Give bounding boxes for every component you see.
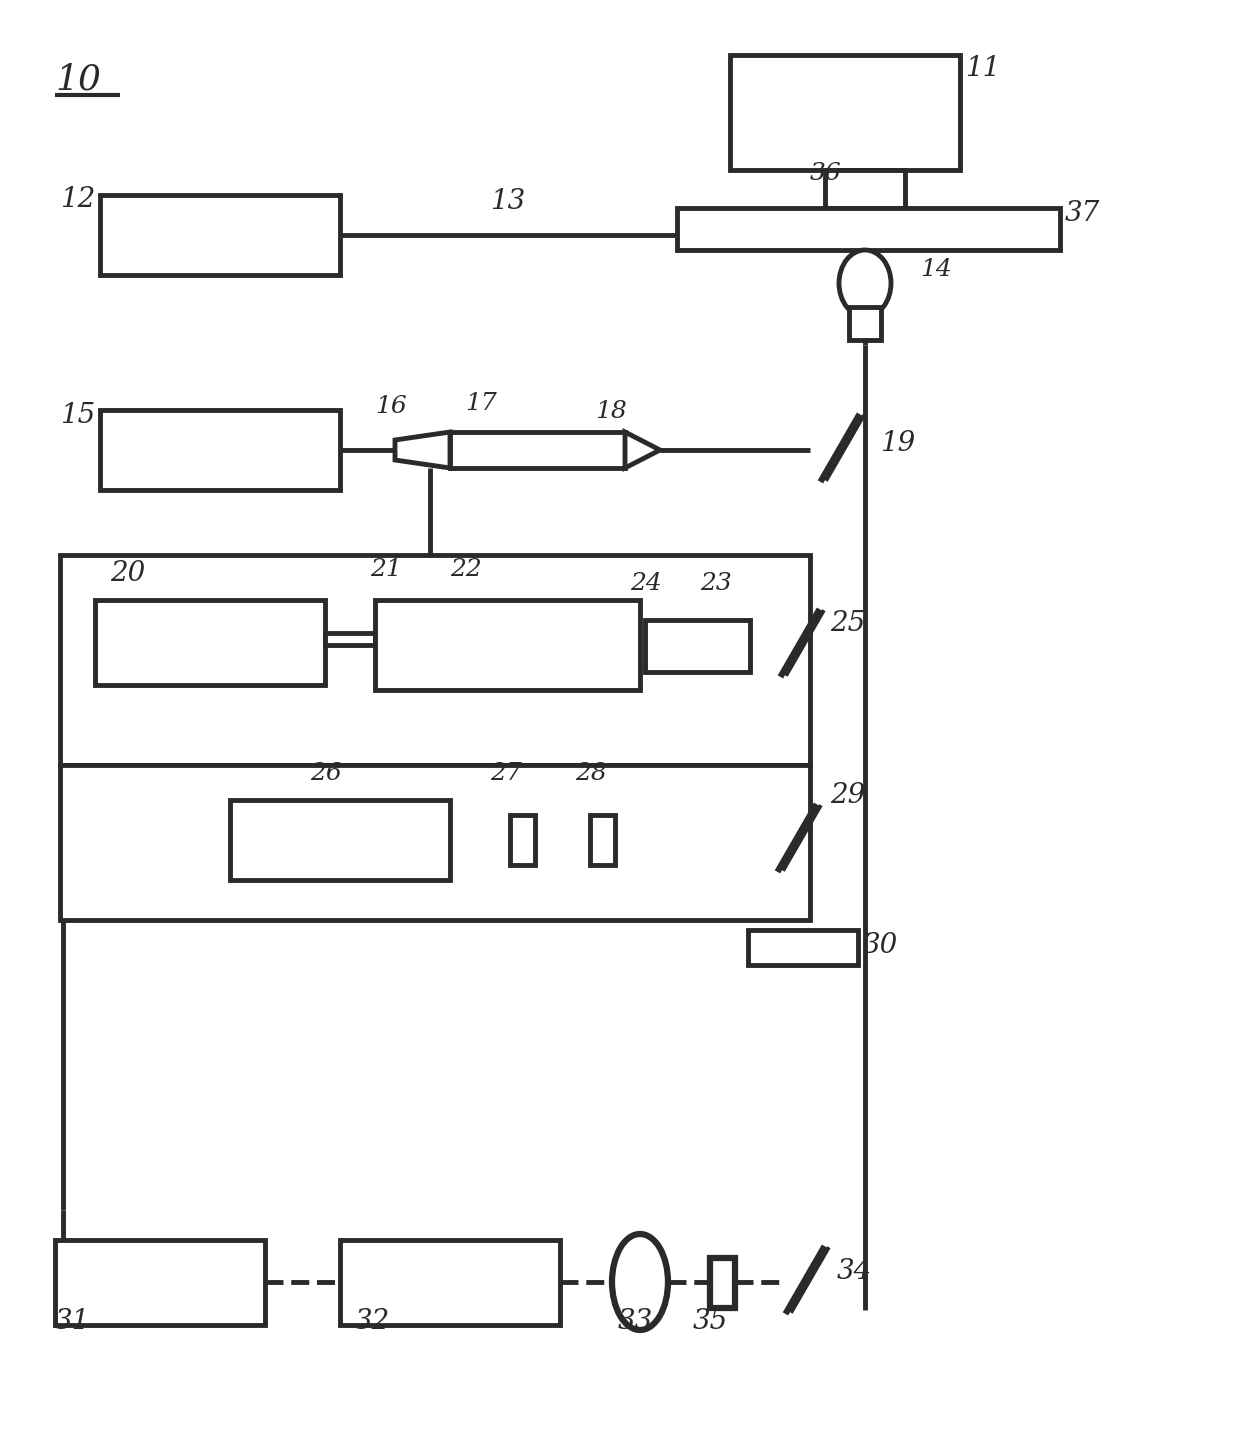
Polygon shape [625,432,660,468]
FancyBboxPatch shape [730,55,960,170]
FancyBboxPatch shape [340,1240,560,1324]
FancyBboxPatch shape [825,170,905,209]
Text: 19: 19 [880,430,915,456]
Text: 33: 33 [618,1308,653,1335]
FancyBboxPatch shape [677,209,1060,251]
FancyBboxPatch shape [100,410,340,490]
Text: 11: 11 [965,55,1001,83]
Text: 27: 27 [490,762,522,785]
FancyBboxPatch shape [590,814,615,865]
FancyBboxPatch shape [60,555,810,765]
Text: 13: 13 [490,188,526,214]
Text: 21: 21 [370,558,402,581]
Text: 34: 34 [837,1258,872,1285]
Text: 30: 30 [863,932,898,959]
FancyBboxPatch shape [229,800,450,880]
FancyBboxPatch shape [95,600,325,685]
Text: 29: 29 [830,782,866,809]
Text: 35: 35 [693,1308,728,1335]
Text: 22: 22 [450,558,482,581]
Text: 17: 17 [465,393,497,414]
Text: 14: 14 [920,258,952,281]
Ellipse shape [613,1235,668,1330]
FancyBboxPatch shape [849,307,880,341]
FancyBboxPatch shape [55,1240,265,1324]
Text: 15: 15 [60,401,95,429]
FancyBboxPatch shape [645,620,750,672]
Text: 23: 23 [701,572,732,596]
Text: 24: 24 [630,572,662,596]
Text: 37: 37 [1065,200,1100,227]
FancyBboxPatch shape [711,1258,735,1308]
Text: 36: 36 [810,162,842,185]
FancyBboxPatch shape [450,432,625,468]
Text: 28: 28 [575,762,606,785]
Text: 25: 25 [830,610,866,638]
Text: 26: 26 [310,762,342,785]
FancyBboxPatch shape [325,633,374,645]
Text: 18: 18 [595,400,626,423]
FancyBboxPatch shape [748,930,858,965]
FancyBboxPatch shape [60,765,810,920]
Text: 10: 10 [55,62,100,96]
Ellipse shape [839,251,892,316]
Text: 20: 20 [110,559,145,587]
FancyBboxPatch shape [100,196,340,275]
Text: 16: 16 [374,396,407,417]
Polygon shape [396,432,450,468]
Text: 32: 32 [355,1308,391,1335]
FancyBboxPatch shape [374,600,640,690]
FancyBboxPatch shape [510,814,534,865]
Text: 31: 31 [55,1308,91,1335]
Text: 12: 12 [60,185,95,213]
